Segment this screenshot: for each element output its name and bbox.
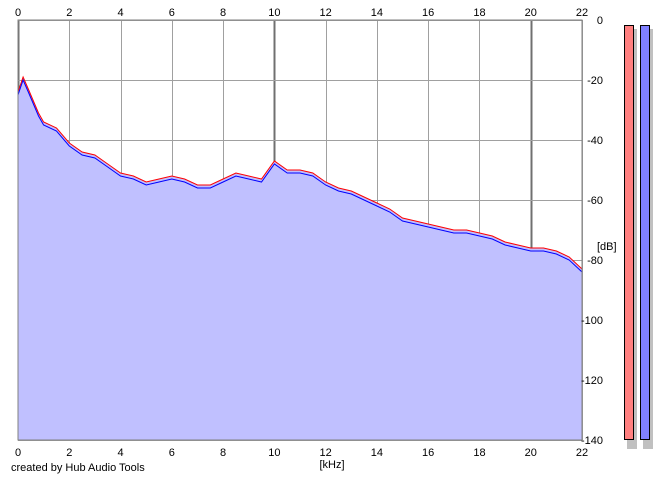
spectrum-fill-area (18, 77, 582, 440)
y-tick-label: -60 (587, 195, 603, 207)
y-axis-unit-label: [dB] (597, 241, 617, 253)
y-axis-ticks: 0 -20 -40 -60 -80 -100 -120 -140 (581, 15, 603, 447)
x-tick-label-top: 0 (15, 7, 21, 19)
x-tick-label-top: 6 (169, 7, 175, 19)
x-tick-label-top: 18 (473, 7, 485, 19)
x-axis-unit-label: [kHz] (319, 459, 344, 471)
x-tick-label: 16 (422, 447, 434, 459)
x-tick-label: 12 (320, 447, 332, 459)
x-tick-label-top: 8 (220, 7, 226, 19)
level-meter-bar (640, 25, 650, 440)
x-tick-label: 18 (473, 447, 485, 459)
y-tick-label: -40 (587, 135, 603, 147)
y-tick-label: -100 (581, 315, 603, 327)
x-tick-label-top: 4 (117, 7, 123, 19)
x-tick-label: 8 (220, 447, 226, 459)
y-tick-label: -120 (581, 375, 603, 387)
y-tick-label: -20 (587, 75, 603, 87)
x-tick-label-top: 2 (66, 7, 72, 19)
x-tick-label-top: 22 (576, 7, 588, 19)
y-tick-label: 0 (597, 15, 603, 27)
x-tick-label-top: 20 (525, 7, 537, 19)
x-tick-label: 6 (169, 447, 175, 459)
y-tick-label: -140 (581, 435, 603, 447)
x-tick-label-top: 12 (320, 7, 332, 19)
level-meters (624, 25, 653, 449)
x-tick-label: 10 (268, 447, 280, 459)
x-tick-label: 0 (15, 447, 21, 459)
x-axis-ticks-top: 0 2 4 6 8 10 12 14 16 18 20 22 (15, 7, 588, 19)
spectrum-fill (18, 77, 582, 440)
x-tick-label-top: 14 (371, 7, 383, 19)
x-tick-label-top: 16 (422, 7, 434, 19)
credit-text: created by Hub Audio Tools (11, 462, 145, 474)
spectrum-series (17, 75, 583, 273)
x-axis-ticks: 0 2 4 6 8 10 12 14 16 18 20 22 (15, 447, 588, 459)
x-tick-label: 4 (117, 447, 123, 459)
x-tick-label: 14 (371, 447, 383, 459)
level-meter-bar (624, 25, 634, 440)
series-line-1 (17, 75, 583, 270)
x-tick-label: 2 (66, 447, 72, 459)
plot-frame (17, 19, 583, 441)
x-tick-label: 22 (576, 447, 588, 459)
x-tick-label: 20 (525, 447, 537, 459)
series-line-2 (17, 78, 583, 273)
y-tick-label: -80 (587, 255, 603, 267)
x-tick-label-top: 10 (268, 7, 280, 19)
